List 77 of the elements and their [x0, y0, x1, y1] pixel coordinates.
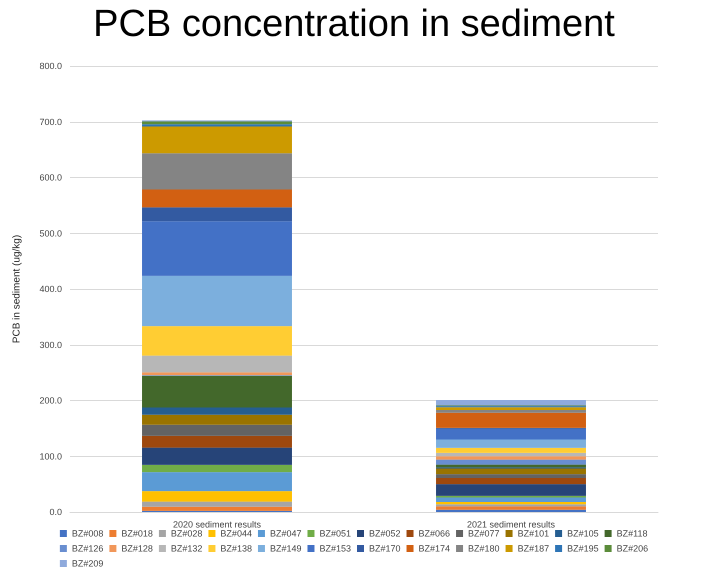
y-tick-label: 0.0 — [49, 507, 62, 517]
bar — [142, 464, 292, 472]
bar — [142, 189, 292, 208]
bar — [142, 502, 292, 507]
bar — [142, 436, 292, 448]
legend-label: BZ#047 — [270, 528, 302, 538]
bar — [142, 448, 292, 465]
legend-label: BZ#028 — [170, 528, 202, 538]
legend-label: BZ#066 — [418, 528, 450, 538]
legend-label: BZ#052 — [369, 528, 401, 538]
bar — [142, 376, 292, 408]
bar — [142, 207, 292, 222]
bar — [436, 506, 586, 510]
legend-label: BZ#051 — [319, 528, 352, 538]
chart-title: PCB concentration in sediment — [93, 3, 616, 45]
bar — [436, 460, 586, 465]
bar — [142, 491, 292, 502]
bar — [436, 474, 586, 478]
legend-label: BZ#101 — [518, 528, 550, 538]
legend-label: BZ#008 — [72, 528, 104, 538]
y-tick-label: 600.0 — [39, 172, 62, 182]
bar — [436, 410, 586, 413]
bar — [142, 326, 292, 356]
y-tick-label: 200.0 — [39, 396, 62, 406]
legend-label: BZ#128 — [121, 544, 153, 554]
bar — [142, 221, 292, 276]
legend-label: BZ#187 — [518, 544, 550, 554]
legend-label: BZ#018 — [121, 528, 153, 538]
y-tick-label: 100.0 — [39, 451, 62, 462]
legend-label: BZ#153 — [319, 544, 352, 554]
bar — [436, 400, 586, 406]
legend-label: BZ#209 — [72, 558, 104, 568]
bar — [436, 468, 586, 474]
bar — [142, 153, 292, 190]
bar — [142, 424, 292, 436]
bar — [436, 448, 586, 453]
y-tick-label: 800.0 — [39, 61, 62, 71]
legend-label: BZ#170 — [369, 544, 401, 554]
bar — [436, 502, 586, 504]
bar — [142, 126, 292, 154]
legend-label: BZ#149 — [270, 544, 302, 554]
bar — [436, 407, 586, 410]
bar — [436, 456, 586, 460]
legend-label: BZ#126 — [72, 544, 104, 554]
bar — [142, 472, 292, 492]
bar — [142, 414, 292, 425]
bar — [436, 484, 586, 496]
bar — [142, 121, 292, 124]
bar — [436, 412, 586, 428]
bar — [436, 452, 586, 456]
legend-label: BZ#132 — [170, 544, 202, 554]
bar — [142, 372, 292, 376]
legend-label: BZ#180 — [468, 544, 500, 554]
bar — [142, 356, 292, 372]
bar — [142, 407, 292, 415]
bar — [436, 478, 586, 484]
legend-label: BZ#118 — [616, 528, 648, 538]
x-tick-label: 2021 sediment results — [466, 520, 556, 530]
y-tick-label: 500.0 — [39, 228, 62, 238]
legend-label: BZ#174 — [418, 544, 450, 554]
legend-label: BZ#044 — [220, 528, 252, 538]
bar — [142, 276, 292, 326]
bar — [142, 506, 292, 511]
legend-label: BZ#195 — [567, 544, 599, 554]
x-tick-label: 2020 sediment results — [172, 520, 262, 530]
y-axis-title: PCB in sediment (ug/kg) — [12, 234, 22, 344]
y-tick-label: 700.0 — [39, 116, 62, 127]
legend-label: BZ#206 — [616, 544, 648, 554]
legend-label: BZ#138 — [220, 544, 252, 554]
y-tick-label: 300.0 — [39, 340, 62, 350]
bar — [436, 440, 586, 448]
y-tick-label: 400.0 — [39, 284, 62, 294]
bar — [436, 428, 586, 440]
legend-label: BZ#105 — [567, 528, 599, 538]
bar — [436, 464, 586, 468]
bar — [436, 498, 586, 502]
legend-label: BZ#077 — [468, 528, 500, 538]
